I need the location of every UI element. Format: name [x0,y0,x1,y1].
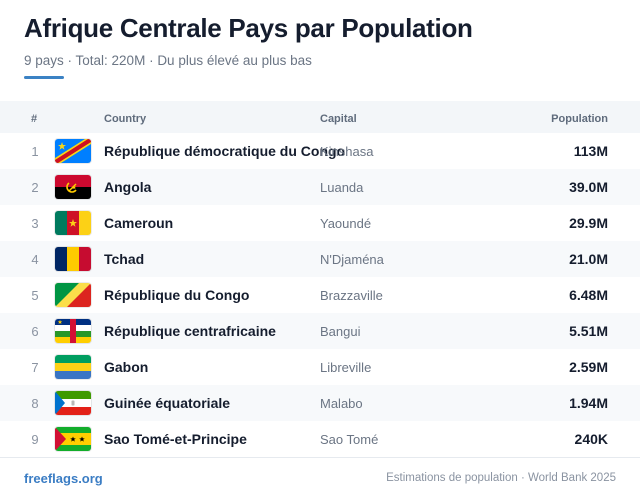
capital-name: Libreville [320,360,372,375]
capital-name: Malabo [320,396,363,411]
row-number: 9 [31,432,39,447]
column-header-capital: Capital [320,113,357,125]
td-flag-icon [55,247,91,271]
column-header-population: Population [551,113,608,125]
country-name: Gabon [104,359,149,375]
row-number: 4 [31,252,39,267]
table-header: # Country Capital Population [0,101,640,133]
table-row: 9 Sao Tomé-et-Principe Sao Tomé 240K [0,421,640,457]
table-row: 2 Angola Luanda 39.0M [0,169,640,205]
population-value: 21.0M [569,251,608,267]
ga-flag-icon [55,355,91,379]
ao-flag-icon [55,175,91,199]
table-row: 1 République démocratique du Congo Kinsh… [0,133,640,169]
capital-name: Sao Tomé [320,432,379,447]
country-name: République démocratique du Congo [104,143,346,159]
header: Afrique Centrale Pays par Population 9 p… [24,12,616,79]
row-number: 1 [31,144,39,159]
population-value: 113M [573,143,608,159]
country-name: Angola [104,179,152,195]
cf-flag-icon [55,319,91,343]
row-number: 3 [31,216,39,231]
cd-flag-icon [55,139,91,163]
population-value: 39.0M [569,179,608,195]
capital-name: Luanda [320,180,364,195]
capital-name: Brazzaville [320,288,383,303]
st-flag-icon [55,427,91,451]
country-name: République du Congo [104,287,250,303]
cm-flag-icon [55,211,91,235]
accent-bar [24,76,64,79]
country-name: Guinée équatoriale [104,395,231,411]
population-value: 6.48M [569,287,608,303]
population-value: 5.51M [569,323,608,339]
column-header-country: Country [104,113,147,125]
capital-name: Yaoundé [320,216,372,231]
population-value: 2.59M [569,359,608,375]
row-number: 7 [31,360,39,375]
column-header-num: # [31,113,38,125]
country-name: Cameroun [104,215,174,231]
capital-name: Kinshasa [320,144,374,159]
table-row: 7 Gabon Libreville 2.59M [0,349,640,385]
table-row: 8 Guinée équatoriale Malabo 1.94M [0,385,640,421]
capital-name: N'Djaména [320,252,384,267]
footer: freeflags.org Estimations de population … [0,457,640,496]
gq-flag-icon [55,391,91,415]
population-value: 1.94M [569,395,608,411]
capital-name: Bangui [320,324,361,339]
row-number: 2 [31,180,39,195]
country-name: Tchad [104,251,145,267]
table-row: 5 République du Congo Brazzaville 6.48M [0,277,640,313]
table-row: 4 Tchad N'Djaména 21.0M [0,241,640,277]
table-row: 3 Cameroun Yaoundé 29.9M [0,205,640,241]
table-row: 6 République centrafricaine Bangui 5.51M [0,313,640,349]
source-note: Estimations de population · World Bank 2… [386,472,616,484]
row-number: 6 [31,324,39,339]
country-name: Sao Tomé-et-Principe [104,431,247,447]
population-table: # Country Capital Population 1 Républiqu… [0,101,640,457]
row-number: 5 [31,288,39,303]
population-value: 240K [574,431,608,447]
page-subtitle: 9 pays · Total: 220M · Du plus élevé au … [24,53,312,68]
brand-link[interactable]: freeflags.org [24,471,103,486]
page-title: Afrique Centrale Pays par Population [24,13,473,43]
cg-flag-icon [55,283,91,307]
population-value: 29.9M [569,215,608,231]
table-body: 1 République démocratique du Congo Kinsh… [0,133,640,457]
country-name: République centrafricaine [104,323,276,339]
row-number: 8 [31,396,39,411]
